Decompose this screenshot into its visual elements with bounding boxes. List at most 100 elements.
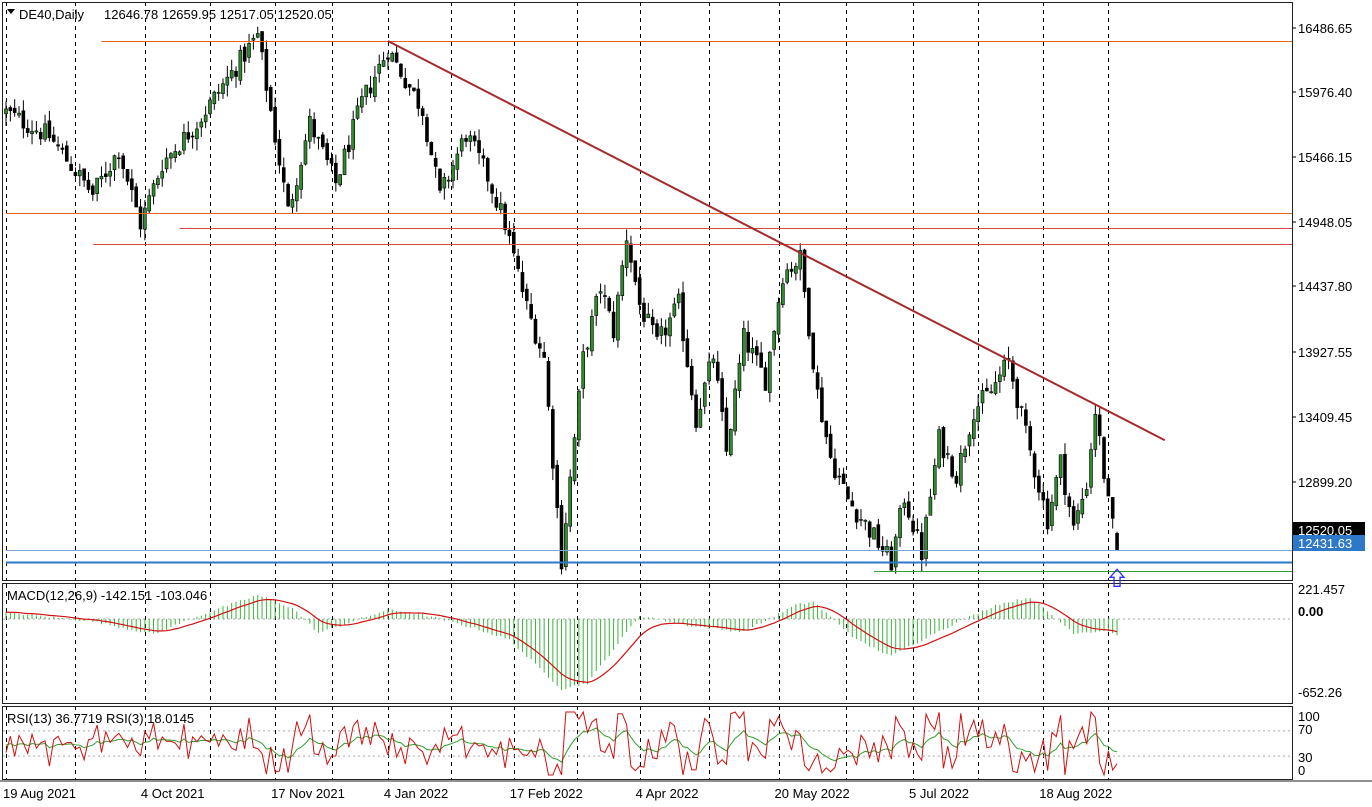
candle	[416, 88, 421, 109]
candle	[889, 546, 894, 571]
candle	[572, 437, 577, 482]
candle	[99, 175, 104, 180]
candle	[511, 232, 516, 254]
candle	[741, 328, 746, 366]
candle	[17, 112, 21, 116]
candle	[225, 76, 230, 86]
symbol-header[interactable]: DE40,Daily 12646.78 12659.95 12517.05 12…	[7, 7, 332, 22]
candle	[77, 170, 82, 177]
candle	[312, 119, 316, 138]
candle	[763, 367, 768, 391]
candle	[611, 311, 616, 339]
date-axis-label: 4 Apr 2022	[636, 786, 699, 801]
date-axis-label: 20 May 2022	[775, 786, 850, 801]
candle	[1045, 498, 1050, 530]
price-pane[interactable]	[2, 2, 1293, 581]
price-series	[4, 26, 1292, 587]
candle	[455, 153, 460, 170]
candle	[481, 155, 486, 159]
symbol-timeframe: DE40,Daily	[19, 7, 85, 22]
candle	[902, 502, 907, 508]
candle	[689, 365, 694, 396]
candle	[998, 374, 1002, 382]
candle	[303, 140, 308, 165]
date-axis-label: 17 Nov 2021	[271, 786, 345, 801]
candle	[69, 163, 73, 171]
trendline	[387, 40, 1166, 442]
candle	[941, 427, 946, 459]
candle	[538, 343, 542, 349]
candle	[43, 123, 47, 140]
candle	[893, 536, 898, 568]
rsi-series	[3, 710, 1292, 777]
candle	[464, 138, 468, 142]
candle	[720, 378, 724, 413]
candle	[307, 116, 312, 142]
candle	[190, 135, 195, 138]
candle	[820, 387, 824, 423]
rsi-axis-label: 0	[1298, 763, 1305, 778]
date-axis-label: 4 Oct 2021	[141, 786, 205, 801]
candle	[811, 332, 816, 370]
candle	[594, 296, 599, 316]
candle	[451, 165, 455, 181]
candle	[1011, 360, 1015, 382]
candle	[698, 408, 703, 428]
candle	[490, 184, 494, 194]
price-axis-label: 14948.05	[1298, 215, 1352, 230]
candle	[459, 138, 464, 152]
candle	[229, 70, 234, 79]
candle	[329, 157, 334, 164]
marked-level-box	[1293, 535, 1365, 551]
candle	[203, 114, 208, 123]
candle	[238, 49, 243, 81]
candle	[425, 117, 429, 143]
candle	[694, 394, 698, 428]
rsi-title: RSI(13) 36.7719 RSI(3) 18.0145	[7, 711, 194, 726]
candle	[164, 157, 169, 170]
price-axis-label: 13927.55	[1298, 345, 1352, 360]
candle	[281, 167, 286, 183]
candle	[294, 185, 299, 202]
candle	[937, 429, 941, 468]
candle	[776, 302, 781, 335]
candle	[546, 361, 551, 407]
candle	[130, 178, 134, 191]
candle	[624, 240, 629, 268]
candle	[420, 108, 425, 116]
candle	[659, 326, 664, 336]
candle	[221, 83, 225, 94]
candle	[872, 527, 876, 540]
candle	[95, 177, 99, 194]
candle	[885, 546, 889, 553]
dropdown-triangle-icon[interactable]	[7, 9, 15, 14]
candle	[598, 291, 603, 294]
candle	[347, 144, 351, 152]
candle	[607, 297, 612, 312]
candle	[399, 63, 403, 77]
candle	[138, 206, 143, 230]
candle	[407, 84, 412, 88]
candle	[924, 516, 928, 559]
candle	[91, 185, 95, 195]
macd-axis-label: -652.26	[1298, 685, 1342, 700]
candle	[316, 136, 321, 139]
candle	[685, 338, 690, 368]
candle	[325, 143, 329, 160]
candle	[212, 91, 217, 105]
macd-pane[interactable]	[2, 583, 1293, 704]
candle	[186, 132, 191, 140]
candle	[264, 49, 269, 91]
candle	[1002, 359, 1007, 377]
candle	[768, 351, 772, 393]
candle	[603, 295, 607, 297]
candle	[555, 464, 559, 508]
candle	[950, 456, 954, 477]
candle	[1032, 453, 1037, 478]
candle	[650, 316, 655, 326]
candle	[707, 361, 711, 382]
candle	[1076, 510, 1080, 524]
candle	[108, 171, 112, 177]
candle	[51, 134, 56, 142]
